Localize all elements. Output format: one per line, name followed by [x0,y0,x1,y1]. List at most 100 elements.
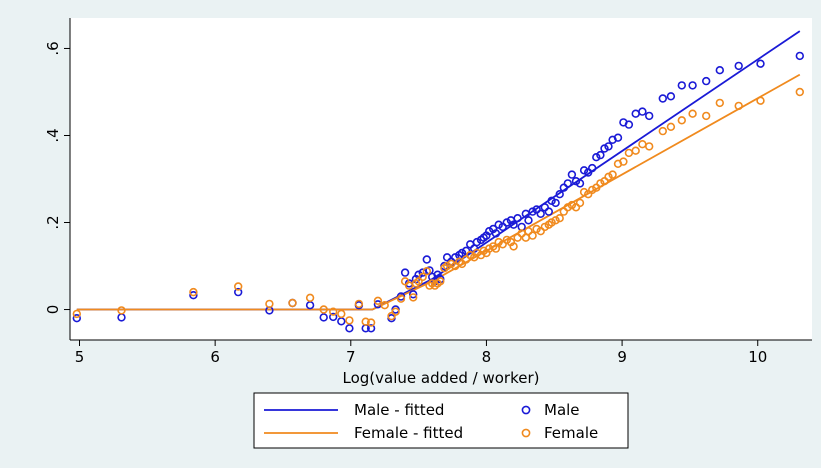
x-axis: 5 6 7 8 9 10 [70,339,812,366]
point-male [715,65,724,75]
plot-area [70,18,812,340]
point-male [688,81,697,90]
point-female [524,227,533,236]
point-female [619,157,628,166]
point-female [509,242,518,251]
point-female [677,116,686,125]
point-male [734,61,743,71]
point-male [366,324,376,333]
point-female [596,179,605,188]
point-female [666,122,676,132]
point-female [575,198,585,208]
point-male [563,179,572,188]
point-female [461,255,471,264]
y-tick-label: .2 [44,215,62,229]
point-male [596,150,605,160]
point-female [414,277,423,286]
point-female [604,172,613,182]
y-tick-label: .4 [44,128,62,142]
point-male [189,291,198,300]
point-male [422,255,431,264]
point-male [600,144,609,153]
point-male [319,313,328,322]
point-female [457,259,467,269]
point-female [579,187,589,197]
point-male [547,196,556,206]
point-female [345,316,354,325]
point-female [234,282,243,291]
y-tick-label: 0 [44,305,62,315]
legend-label-female-fitted: Female - fitted [354,424,463,442]
point-female [551,216,560,225]
point-female [701,111,711,121]
point-female [688,109,697,118]
point-male [513,214,522,223]
point-female [319,305,328,314]
point-female [422,267,431,276]
point-female [396,294,406,303]
point-male [498,222,507,232]
point-female [587,185,597,195]
point-male [442,253,452,262]
point-female [502,235,511,245]
point-male [329,312,338,322]
legend-label-male-fitted: Male - fitted [354,401,444,419]
point-male [451,253,460,262]
legend: Male - fitted Male Female - fitted Female [253,392,629,449]
point-female [608,170,617,179]
point-male [677,81,686,90]
x-tick-label: 10 [748,348,767,366]
point-female [756,96,765,105]
point-female [442,261,452,271]
point-female [305,293,315,302]
point-female [563,203,572,212]
point-female [409,293,418,302]
point-female [117,306,126,315]
x-tick-label: 7 [346,348,356,366]
point-male [666,92,676,101]
point-female [498,240,507,249]
point-male [491,229,501,238]
point-male [524,216,533,225]
point-male [575,179,585,188]
point-male [536,209,545,219]
legend-label-male: Male [544,401,580,419]
point-male [544,207,553,216]
x-tick-label: 8 [482,348,492,366]
point-male [551,198,560,208]
point-female [447,259,456,269]
point-male [555,190,564,199]
point-female [555,214,564,223]
x-tick-label: 9 [617,348,627,366]
point-female [528,231,537,240]
point-male [795,51,804,61]
point-female [644,142,654,151]
point-male [72,314,82,323]
point-male [509,220,518,229]
point-male [579,166,589,175]
point-male [604,142,613,151]
point-male [613,133,623,142]
point-female [418,272,427,282]
point-female [354,299,364,309]
legend-key-male [521,405,531,415]
point-male [400,268,410,277]
scatter-points [72,51,804,333]
point-male [234,287,243,297]
point-female [532,224,541,234]
point-female [265,299,274,309]
legend-box [253,392,629,449]
point-female [366,318,376,327]
x-axis-label: Log(value added / worker) [343,369,540,387]
point-female [380,301,389,310]
point-female [337,309,346,319]
y-tick-label: .6 [44,41,62,55]
y-axis: 0 .2 .4 .6 [44,18,71,340]
point-female [72,309,82,319]
point-female [329,307,338,316]
point-male [472,237,482,247]
point-female [658,126,667,136]
point-male [409,290,418,299]
point-male [457,248,467,258]
point-female [734,101,743,111]
